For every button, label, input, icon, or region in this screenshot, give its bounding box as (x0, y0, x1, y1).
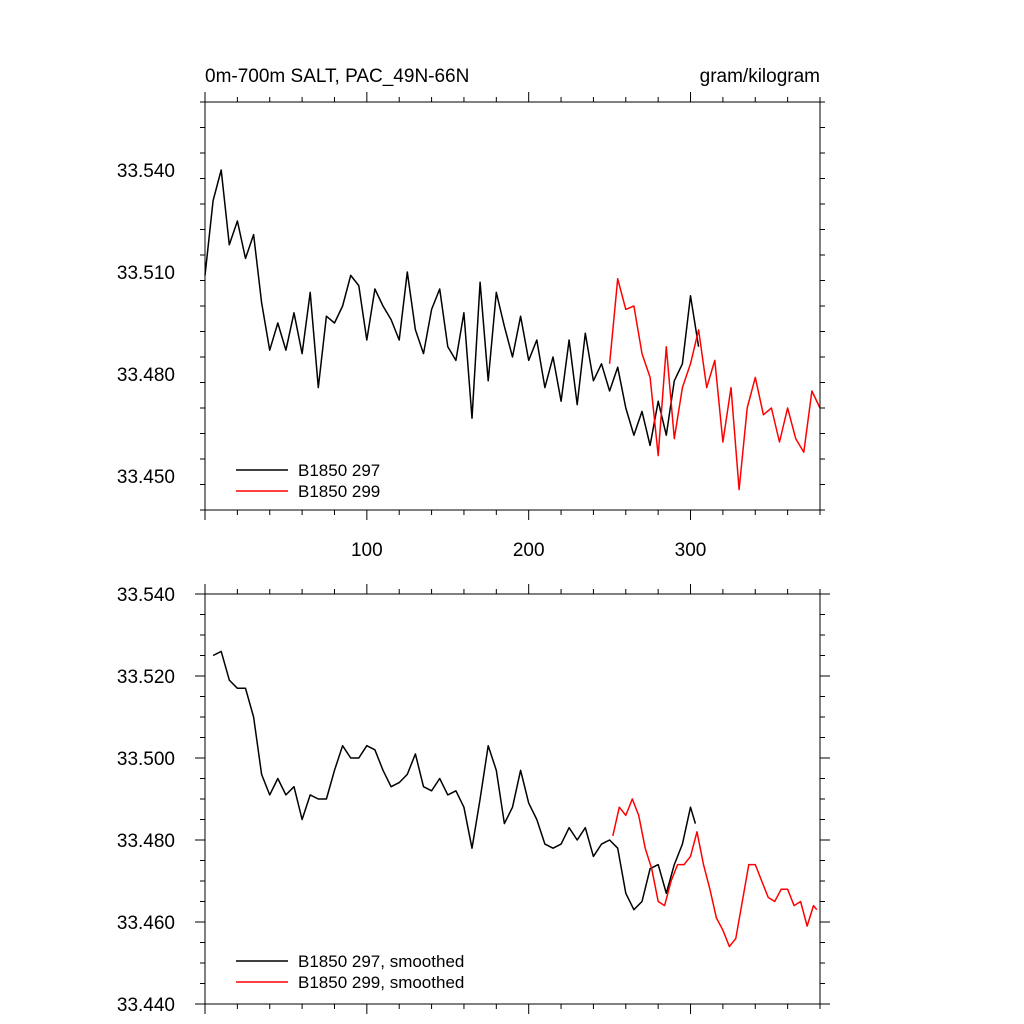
top-panel-ticks: 100 200 300 33.450 33.480 33.510 33.540 (117, 92, 825, 561)
top-panel-frame (204, 101, 821, 511)
y-tick-label: 33.480 (117, 365, 175, 386)
series-line-1-0 (212, 650, 697, 911)
y-tick-label: 33.540 (117, 585, 175, 606)
units-label: gram/kilogram (700, 66, 820, 87)
legend-label-b1850-297: B1850 297 (298, 461, 380, 480)
x-tick-label: 100 (351, 540, 383, 561)
y-tick-label: 33.500 (117, 749, 175, 770)
y-tick-label: 33.480 (117, 831, 175, 852)
top-panel-series (204, 169, 821, 491)
legend-label-b1850-297-smoothed: B1850 297, smoothed (298, 952, 464, 971)
y-tick-label: 33.460 (117, 913, 175, 934)
bottom-panel-series (212, 650, 818, 948)
legend-label-b1850-299: B1850 299 (298, 482, 380, 501)
y-tick-label: 33.540 (117, 161, 175, 182)
bottom-panel: 33.440 33.460 33.480 33.500 33.520 33.540 B18… (117, 584, 830, 1016)
y-tick-label: 33.510 (117, 263, 175, 284)
chart-title: 0m-700m SALT, PAC_49N-66N (205, 66, 469, 87)
series-line-0-0 (204, 169, 700, 447)
x-tick-label: 300 (675, 540, 707, 561)
y-tick-label: 33.440 (117, 995, 175, 1016)
bottom-panel-ticks: 33.440 33.460 33.480 33.500 33.520 33.540 (117, 584, 830, 1016)
top-panel: 0m-700m SALT, PAC_49N-66N gram/kilogram … (117, 66, 825, 561)
y-tick-label: 33.520 (117, 667, 175, 688)
bottom-panel-frame (204, 593, 821, 1005)
y-tick-label: 33.450 (117, 467, 175, 488)
series-line-1-1 (612, 798, 818, 948)
series-line-0-1 (608, 278, 821, 491)
x-tick-label: 200 (513, 540, 545, 561)
bottom-panel-legend: B1850 297, smoothed B1850 299, smoothed (236, 952, 464, 992)
legend-label-b1850-299-smoothed: B1850 299, smoothed (298, 973, 464, 992)
top-panel-legend: B1850 297 B1850 299 (236, 461, 380, 501)
